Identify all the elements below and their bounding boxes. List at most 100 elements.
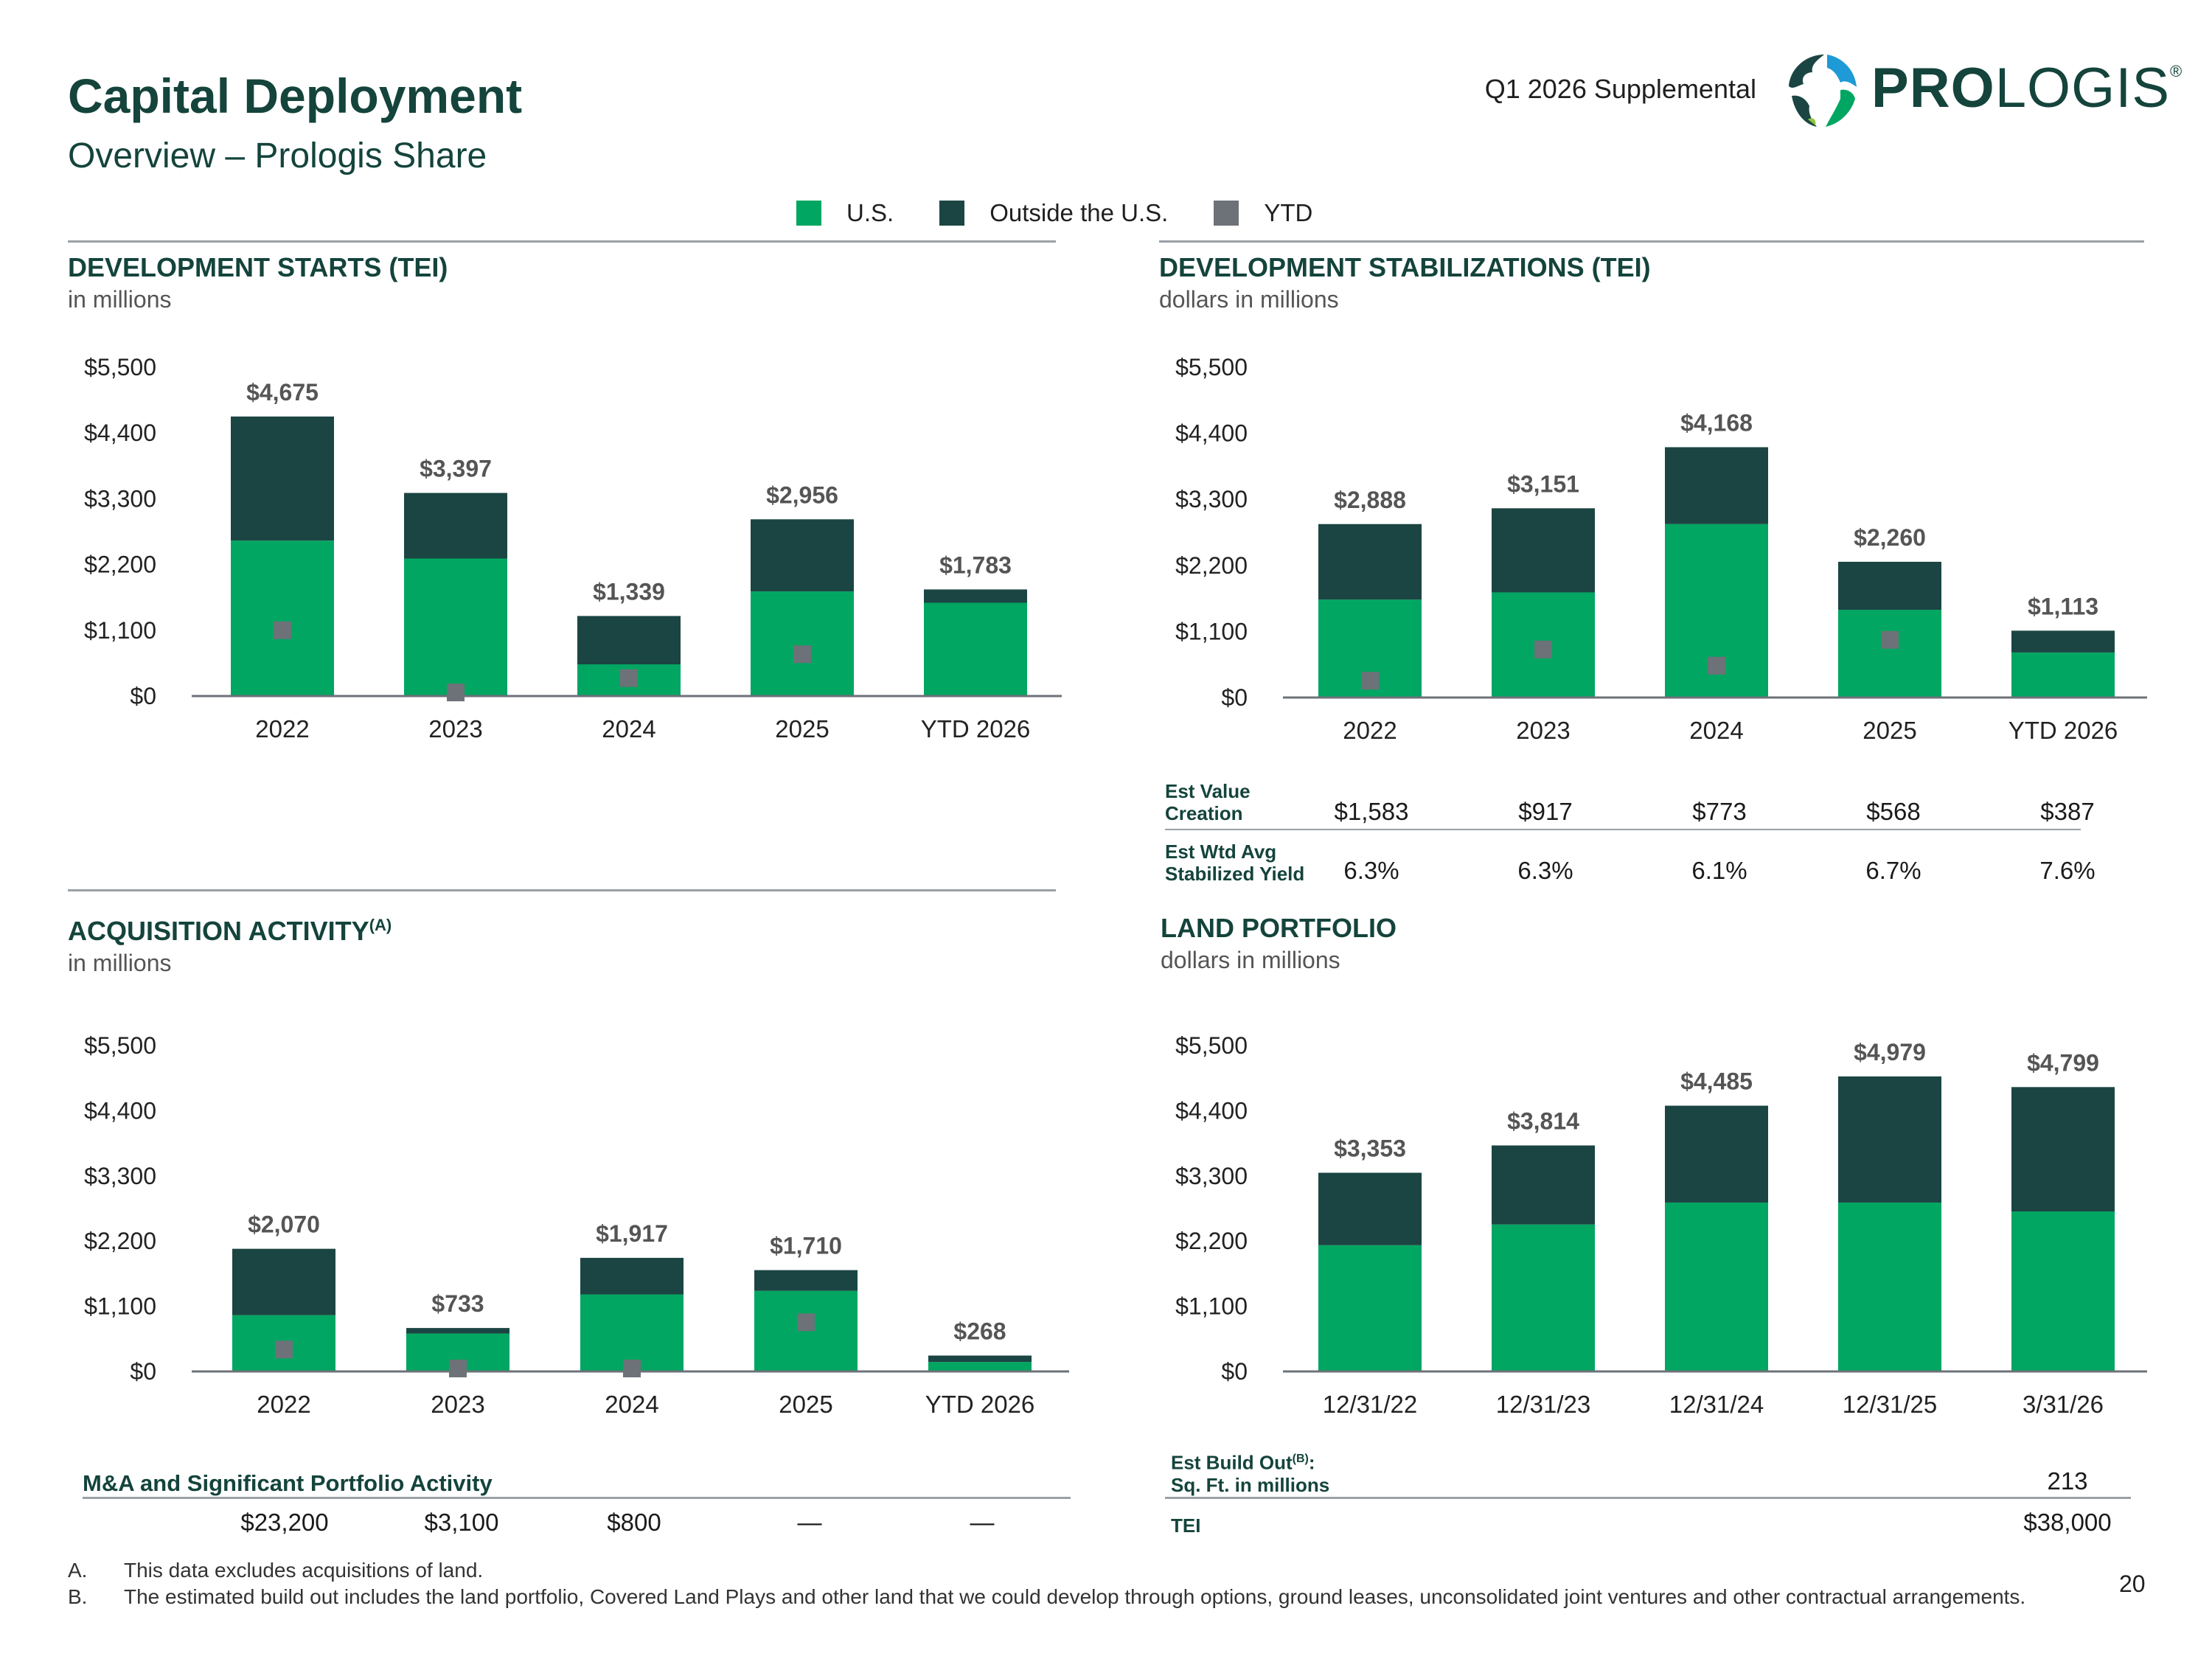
bar-outside-us [754, 1270, 858, 1291]
bar-outside-us [1492, 1145, 1595, 1225]
bar-outside-us [1318, 1172, 1422, 1245]
legend-outside-swatch [939, 201, 965, 226]
legend-us: U.S. [796, 199, 894, 227]
value-creation-2022: $1,583 [1334, 798, 1409, 825]
x-category-label: YTD 2026 [2008, 717, 2118, 744]
yield-ytd2026: 7.6% [2039, 857, 2096, 884]
chart-legend: U.S. Outside the U.S. YTD [796, 195, 1358, 232]
section-subtitle-acq: in millions [68, 950, 172, 976]
x-category-label: 2023 [1516, 717, 1570, 744]
y-tick-label: $4,400 [84, 1097, 156, 1124]
ytd-marker [797, 1313, 815, 1332]
footnote-marker-b: B. [68, 1585, 88, 1608]
mna-2022: $23,200 [240, 1509, 329, 1536]
y-tick-label: $5,500 [1175, 1032, 1248, 1059]
y-tick-label: $2,200 [84, 552, 156, 578]
bar-us [1838, 1202, 1941, 1371]
divider [68, 240, 1056, 243]
table-divider [1165, 829, 2081, 830]
x-category-label: 2022 [257, 1391, 310, 1418]
y-tick-label: $4,400 [1175, 1097, 1248, 1124]
value-creation-ytd2026: $387 [2040, 798, 2095, 825]
x-category-label: 2025 [1863, 717, 1916, 744]
bar-total-label: $2,888 [1334, 487, 1406, 513]
bar-us [751, 591, 854, 696]
x-category-label: 2024 [602, 715, 655, 742]
y-tick-label: $5,500 [84, 354, 156, 380]
legend-us-swatch [796, 201, 821, 226]
section-title-land: LAND PORTFOLIO [1161, 913, 1397, 943]
ytd-marker [449, 1359, 467, 1377]
x-category-label: 2024 [1689, 717, 1743, 744]
y-tick-label: $5,500 [1175, 354, 1248, 380]
value-creation-2023: $917 [1518, 798, 1573, 825]
y-tick-label: $4,400 [84, 420, 156, 446]
supplemental-label: Q1 2026 Supplemental [1484, 74, 1756, 104]
x-category-label: 3/31/26 [2023, 1391, 2104, 1418]
section-subtitle-dev-stab: dollars in millions [1159, 286, 1339, 313]
legend-ytd-swatch [1214, 201, 1239, 226]
brand-wordmark: PROLOGIS® [1871, 57, 2183, 119]
y-tick-label: $0 [1221, 684, 1248, 711]
bar-outside-us [577, 616, 681, 665]
row-label-yield: Est Wtd Avg Stabilized Yield [1165, 841, 1305, 885]
x-category-label: 12/31/22 [1323, 1391, 1417, 1418]
bar-total-label: $2,260 [1854, 524, 1926, 551]
x-category-label: 2022 [255, 715, 309, 742]
bar-total-label: $4,979 [1854, 1039, 1926, 1065]
bar-outside-us [231, 416, 334, 541]
bar-total-label: $733 [431, 1290, 484, 1317]
y-tick-label: $0 [1221, 1358, 1248, 1385]
value-creation-2024: $773 [1692, 798, 1747, 825]
yield-2023: 6.3% [1517, 857, 1573, 884]
bar-us [1838, 610, 1941, 698]
ytd-marker [1361, 672, 1379, 690]
x-category-label: 12/31/24 [1669, 1391, 1764, 1418]
x-category-label: 2023 [431, 1391, 484, 1418]
row-label-value-creation: Est Value Creation [1165, 780, 1251, 824]
bar-us [2011, 1211, 2115, 1371]
section-subtitle-dev-starts: in millions [68, 286, 172, 313]
bar-us [580, 1294, 684, 1371]
bar-outside-us [751, 519, 854, 592]
mna-label: M&A and Significant Portfolio Activity [83, 1470, 493, 1496]
bar-total-label: $4,799 [2027, 1049, 2099, 1076]
bar-total-label: $1,783 [939, 552, 1012, 578]
bar-us [928, 1362, 1032, 1371]
mna-2024: $800 [607, 1509, 661, 1536]
bar-outside-us [404, 493, 507, 559]
y-tick-label: $3,300 [84, 485, 156, 512]
land-table-divider [1165, 1497, 2131, 1499]
x-category-label: 2023 [428, 715, 482, 742]
bar-total-label: $1,339 [593, 578, 665, 605]
globe-icon [1783, 53, 1857, 127]
section-title-dev-starts: DEVELOPMENT STARTS (TEI) [68, 252, 448, 282]
y-tick-label: $0 [130, 683, 156, 709]
bar-us [231, 540, 334, 696]
y-tick-label: $3,300 [84, 1163, 156, 1189]
footnote-b: The estimated build out includes the lan… [124, 1585, 2026, 1608]
y-tick-label: $2,200 [1175, 552, 1248, 579]
x-category-label: 2025 [779, 1391, 832, 1418]
legend-outside: Outside the U.S. [939, 199, 1168, 227]
bar-us [1665, 1202, 1768, 1371]
build-out-value: 213 [2047, 1467, 2088, 1495]
yield-2024: 6.1% [1691, 857, 1747, 884]
x-category-label: 2022 [1343, 717, 1397, 744]
ytd-marker [1534, 640, 1552, 658]
ytd-marker [1881, 630, 1899, 649]
page-subtitle: Overview – Prologis Share [68, 136, 487, 175]
bar-us [754, 1290, 858, 1371]
ytd-marker [447, 684, 465, 702]
x-category-label: 12/31/25 [1843, 1391, 1937, 1418]
chart-dev-starts: $5,500 $4,400 $3,300 $2,200 $1,100 $0 $4,675 20… [84, 354, 1062, 742]
bar-total-label: $3,814 [1507, 1107, 1579, 1134]
bar-outside-us [928, 1355, 1032, 1363]
bar-outside-us [1838, 1076, 1941, 1203]
bar-outside-us [406, 1328, 509, 1334]
mna-ytd2026: — [970, 1509, 995, 1536]
x-category-label: YTD 2026 [925, 1391, 1035, 1418]
bar-us [2011, 652, 2115, 698]
y-tick-label: $1,100 [84, 617, 156, 644]
bar-outside-us [2011, 630, 2115, 653]
